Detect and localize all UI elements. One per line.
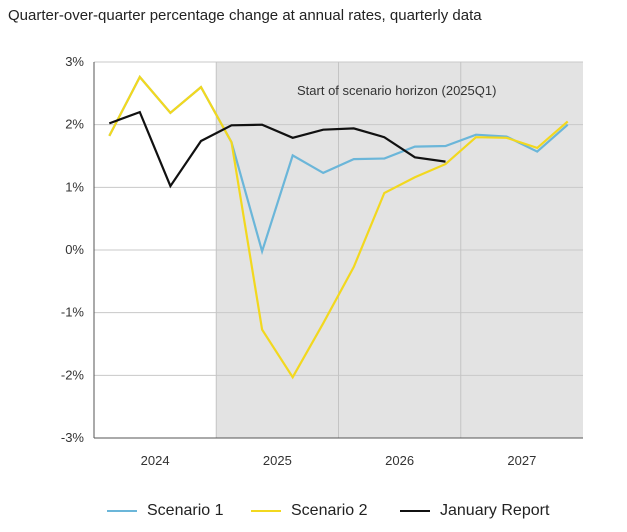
series-line-january-report bbox=[108, 110, 446, 189]
legend-label-january-report: January Report bbox=[440, 502, 550, 519]
y-tick-label: 3% bbox=[65, 54, 84, 69]
series-lines bbox=[108, 75, 569, 380]
x-axis-year-labels: 2024 2025 2026 2027 bbox=[141, 453, 537, 468]
y-tick-label: -2% bbox=[61, 367, 85, 382]
chart-title: Quarter-over-quarter percentage change a… bbox=[8, 7, 482, 24]
axis-lines bbox=[93, 62, 583, 439]
y-tick-label: -3% bbox=[61, 430, 85, 445]
legend-swatch-scenario-1 bbox=[107, 510, 137, 512]
x-tick-label: 2027 bbox=[507, 453, 536, 468]
legend-swatch-scenario-2 bbox=[251, 510, 281, 512]
legend-item-scenario-2: Scenario 2 bbox=[251, 502, 368, 520]
y-tick-label: 2% bbox=[65, 117, 84, 132]
series-line-scenario-2 bbox=[108, 75, 569, 380]
scenario-horizon-annotation: Start of scenario horizon (2025Q1) bbox=[297, 83, 496, 98]
legend-label-scenario-1: Scenario 1 bbox=[147, 502, 224, 519]
x-tick-label: 2026 bbox=[385, 453, 414, 468]
legend-label-scenario-2: Scenario 2 bbox=[291, 502, 368, 519]
x-tick-label: 2025 bbox=[263, 453, 292, 468]
y-axis-ticks: 3% 2% 1% 0% -1% -2% -3% bbox=[61, 54, 85, 445]
legend: Scenario 1 Scenario 2 January Report bbox=[0, 502, 627, 526]
line-chart: Start of scenario horizon (2025Q1) 3% 2% 1… bbox=[61, 54, 583, 468]
y-tick-label: 0% bbox=[65, 242, 84, 257]
x-tick-label: 2024 bbox=[141, 453, 170, 468]
legend-item-scenario-1: Scenario 1 bbox=[107, 502, 224, 520]
y-tick-label: 1% bbox=[65, 179, 84, 194]
y-tick-label: -1% bbox=[61, 305, 85, 320]
legend-swatch-january-report bbox=[400, 510, 430, 512]
legend-item-january-report: January Report bbox=[400, 502, 549, 520]
